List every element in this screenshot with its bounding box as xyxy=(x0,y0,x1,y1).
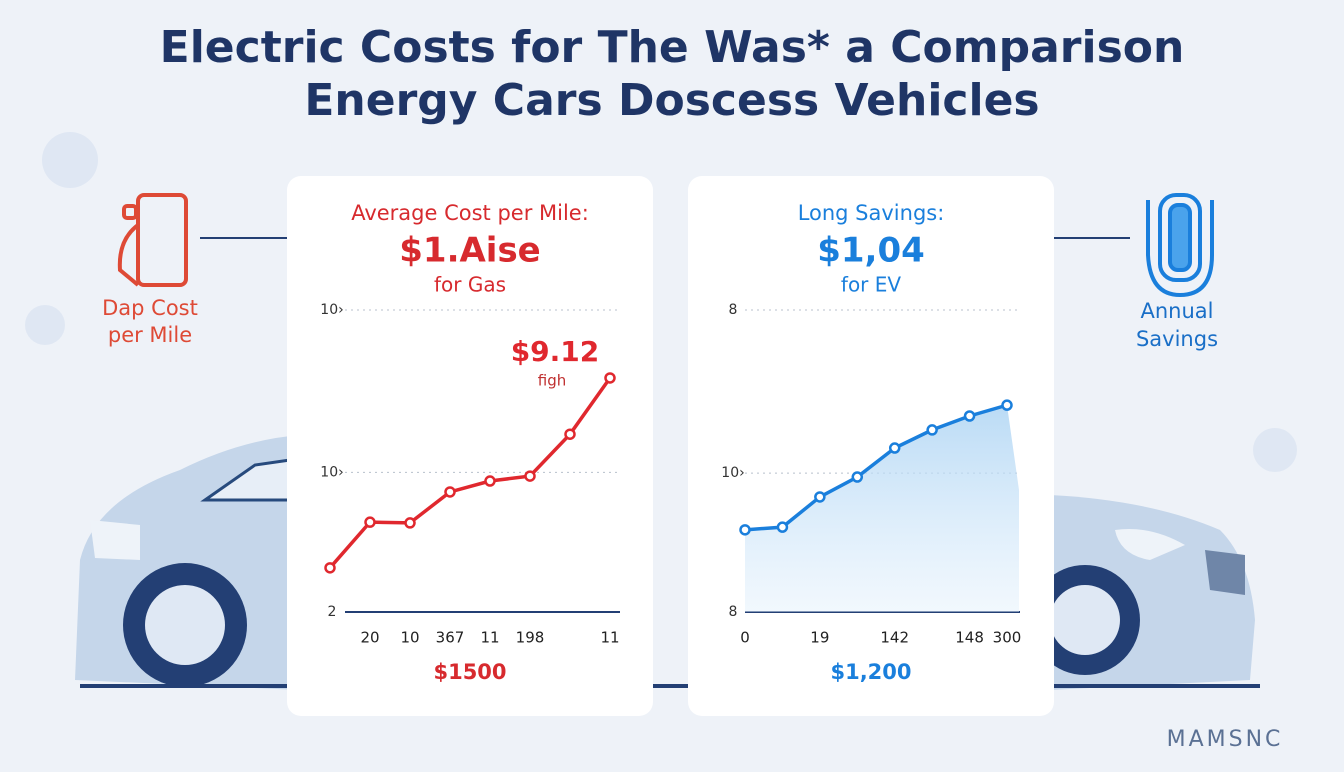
x-tick-label: 198 xyxy=(516,629,545,647)
point xyxy=(404,517,416,529)
x-tick-label: 19 xyxy=(810,629,829,647)
point xyxy=(444,486,456,498)
left-car xyxy=(75,435,300,690)
point xyxy=(888,442,901,454)
y-tick-label: 10› xyxy=(721,465,744,481)
x-tick-label: 300 xyxy=(993,629,1022,647)
side-label: Savings xyxy=(1136,327,1218,351)
point xyxy=(484,475,496,487)
side-label: per Mile xyxy=(108,323,192,347)
y-tick-label: 2 xyxy=(328,604,337,620)
y-tick-label: 8 xyxy=(729,302,738,318)
point xyxy=(739,524,751,536)
point xyxy=(524,470,536,482)
decor xyxy=(42,132,98,188)
right-car xyxy=(1030,495,1255,690)
ev-charger-icon xyxy=(1146,193,1214,298)
x-tick-label: 142 xyxy=(880,629,909,647)
point xyxy=(926,424,938,436)
annotation: $9.12 xyxy=(511,335,600,368)
card xyxy=(287,176,653,716)
card-caption: for EV xyxy=(841,273,901,297)
point xyxy=(324,562,336,574)
point xyxy=(963,410,976,422)
x-tick-label: 11 xyxy=(600,629,619,647)
brand: MAMSNC xyxy=(1167,727,1284,752)
x-tick-label: 0 xyxy=(740,629,750,647)
card-caption: for Gas xyxy=(434,273,506,297)
y-tick-label: 10› xyxy=(320,302,343,318)
x-tick-label: 148 xyxy=(955,629,984,647)
area xyxy=(745,405,1019,612)
decor xyxy=(25,305,65,345)
line xyxy=(328,376,612,569)
card-title: Average Cost per Mile: xyxy=(351,201,589,225)
point xyxy=(776,521,789,533)
card-title: Long Savings: xyxy=(798,201,945,225)
side-label: Annual xyxy=(1141,299,1214,323)
card-value: $1,04 xyxy=(817,231,925,271)
title: Electric Costs for The Was* a Comparison xyxy=(160,22,1185,73)
point xyxy=(604,372,616,384)
decor xyxy=(1253,428,1297,472)
x-tick-label: 367 xyxy=(436,629,465,647)
point xyxy=(814,491,826,503)
y-tick-label: 8 xyxy=(729,604,738,620)
card-footer: $1500 xyxy=(433,660,506,684)
annotation: figh xyxy=(538,372,566,390)
card-footer: $1,200 xyxy=(830,660,911,684)
point xyxy=(1001,399,1013,411)
gas-pump-icon xyxy=(117,193,188,287)
title: Energy Cars Doscess Vehicles xyxy=(304,75,1039,126)
point xyxy=(564,428,576,440)
y-tick-label: 10› xyxy=(320,464,343,480)
line xyxy=(744,403,1008,532)
side-label: Dap Cost xyxy=(102,296,198,320)
x-tick-label: 20 xyxy=(360,629,379,647)
point xyxy=(364,516,376,528)
x-tick-label: 11 xyxy=(480,629,499,647)
point xyxy=(851,471,864,483)
card-value: $1.Aise xyxy=(399,231,541,271)
x-tick-label: 10 xyxy=(400,629,419,647)
